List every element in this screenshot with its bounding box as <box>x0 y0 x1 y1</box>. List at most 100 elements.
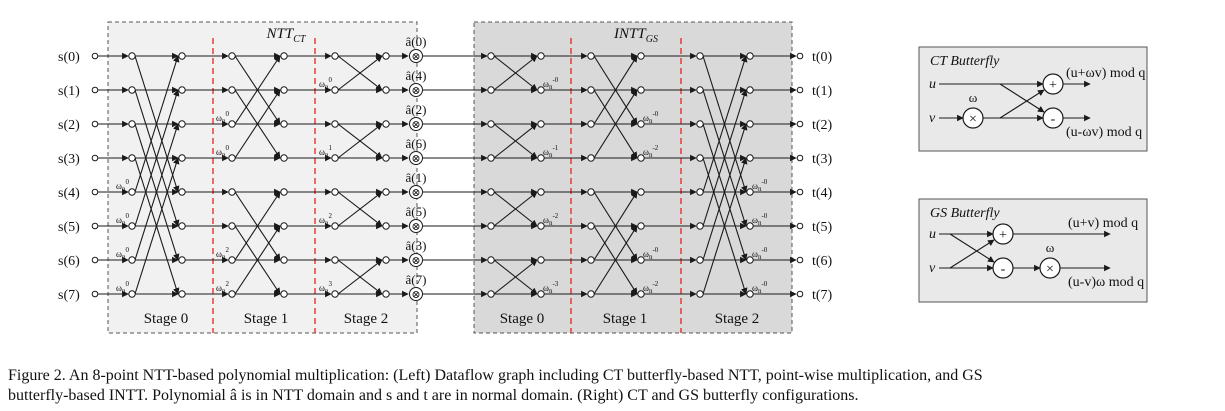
flow-node <box>382 86 390 94</box>
ct-input-u: u <box>929 77 936 92</box>
pointwise-multiply-node <box>409 151 423 165</box>
flow-edge <box>134 89 180 227</box>
flow-node <box>587 256 595 264</box>
flow-node <box>487 222 495 230</box>
ct-output-top: (u+ωv) mod q <box>1066 66 1145 81</box>
twiddle-factor: ωn2 <box>216 280 229 295</box>
flow-node <box>587 86 595 94</box>
flow-node <box>280 120 288 128</box>
twiddle-factor: ωn0 <box>116 280 129 295</box>
pointwise-label: â(4) <box>406 68 427 83</box>
flow-node <box>696 52 704 60</box>
pointwise-label: â(2) <box>406 102 427 117</box>
flow-node <box>746 52 754 60</box>
flow-edge <box>493 55 538 91</box>
pointwise-operator: ⊗ <box>411 119 420 131</box>
output-label: t(4) <box>812 186 833 201</box>
pointwise-multiply-node <box>409 287 423 301</box>
twiddle-factor: ωn-1 <box>543 144 559 159</box>
flow-node <box>746 290 754 298</box>
flow-node <box>178 52 186 60</box>
flow-node <box>280 256 288 264</box>
input-label: s(2) <box>58 118 80 133</box>
ct-omega: ω <box>969 90 978 105</box>
input-label: s(3) <box>58 152 80 167</box>
twiddle-factor: ωn-2 <box>643 144 659 159</box>
ntt-stage-label-2: Stage 2 <box>344 311 389 327</box>
flow-node <box>587 188 595 196</box>
flow-node <box>537 256 545 264</box>
flow-node <box>128 222 136 230</box>
flow-node <box>587 120 595 128</box>
flow-node <box>746 86 754 94</box>
flow-edge <box>134 123 180 261</box>
twiddle-factor: ωn0 <box>216 110 229 125</box>
input-label: s(6) <box>58 254 80 269</box>
flow-node <box>280 188 288 196</box>
flow-node <box>280 86 288 94</box>
output-port <box>796 256 804 264</box>
flow-node <box>746 120 754 128</box>
svg-text:+: + <box>999 228 1007 243</box>
flow-node <box>331 222 339 230</box>
flow-node <box>331 120 339 128</box>
output-port <box>796 86 804 94</box>
flow-edge <box>593 225 638 295</box>
flow-node <box>587 154 595 162</box>
flow-node <box>128 120 136 128</box>
pointwise-operator: ⊗ <box>411 221 420 233</box>
output-label: t(3) <box>812 152 833 167</box>
flow-node <box>587 290 595 298</box>
input-port <box>91 154 99 162</box>
flow-node <box>637 256 645 264</box>
twiddle-factor: ωn0 <box>116 246 129 261</box>
flow-edge <box>702 123 748 261</box>
ntt-stage-label-0: Stage 0 <box>144 311 189 327</box>
pointwise-operator: ⊗ <box>411 289 420 301</box>
flow-node <box>487 290 495 298</box>
flow-node <box>228 290 236 298</box>
flow-node <box>228 52 236 60</box>
flow-node <box>128 188 136 196</box>
flow-node <box>537 222 545 230</box>
twiddle-factor: ωn-0 <box>752 212 768 227</box>
flow-node <box>746 154 754 162</box>
flow-edge <box>593 55 638 125</box>
flow-node <box>746 256 754 264</box>
intt-stage-label-2: Stage 2 <box>715 311 760 327</box>
flow-node <box>587 222 595 230</box>
twiddle-factor: ωn-2 <box>543 212 559 227</box>
svg-text:×: × <box>1046 262 1054 277</box>
output-port <box>796 188 804 196</box>
flow-node <box>487 120 495 128</box>
input-label: s(0) <box>58 50 80 65</box>
twiddle-factor: ωn-0 <box>643 246 659 261</box>
input-port <box>91 222 99 230</box>
flow-node <box>382 188 390 196</box>
ct-multiply-node <box>962 107 984 129</box>
twiddle-factor: ωn1 <box>319 144 332 159</box>
pointwise-label: â(5) <box>406 204 427 219</box>
gs-input-v: v <box>929 261 936 276</box>
gs-output-bottom: (u-v)ω mod q <box>1068 275 1144 290</box>
gs-butterfly-box: GS Butterfly u v + - × ω (u+v) mod q (u-… <box>918 198 1148 303</box>
flow-node <box>228 222 236 230</box>
output-label: t(6) <box>812 254 833 269</box>
pointwise-label: â(3) <box>406 238 427 253</box>
pointwise-multiply-node <box>409 253 423 267</box>
flow-node <box>280 222 288 230</box>
output-label: t(0) <box>812 50 833 65</box>
output-port <box>796 222 804 230</box>
flow-edge <box>234 55 281 125</box>
flow-node <box>637 86 645 94</box>
flow-edge <box>493 123 538 159</box>
flow-node <box>487 188 495 196</box>
flow-edge <box>702 89 748 227</box>
flow-node <box>280 290 288 298</box>
flow-node <box>331 52 339 60</box>
flow-node <box>587 52 595 60</box>
svg-text:+: + <box>1049 78 1057 93</box>
flow-node <box>637 120 645 128</box>
flow-node <box>537 154 545 162</box>
pointwise-label: â(6) <box>406 136 427 151</box>
